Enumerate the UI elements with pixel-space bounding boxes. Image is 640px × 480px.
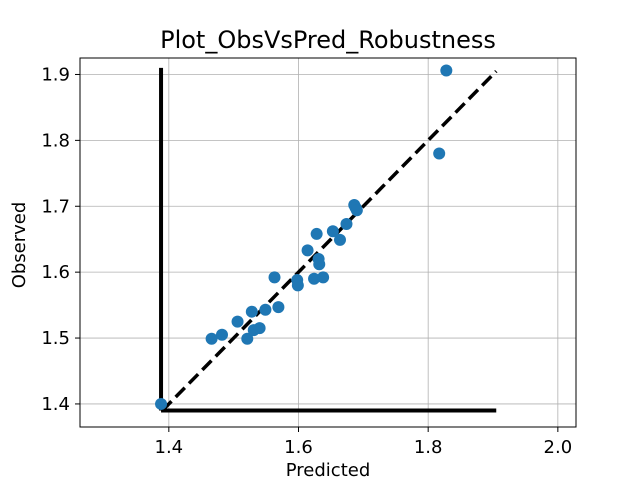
data-point [326, 225, 339, 238]
data-point [301, 244, 314, 257]
plot-frame [79, 57, 577, 428]
x-ticks: 1.4 1.6 1.8 2.0 [155, 427, 573, 458]
data-point [272, 301, 285, 314]
data-point [205, 332, 218, 345]
data-point [291, 279, 304, 292]
data-point [155, 397, 168, 410]
y-axis-title: Observed [9, 202, 30, 289]
data-point [259, 303, 272, 316]
data-point [333, 233, 346, 246]
y-ticks: 1.4 1.5 1.6 1.7 1.8 1.9 [41, 64, 80, 415]
data-point [241, 332, 254, 345]
data-point [308, 272, 321, 285]
data-point [245, 305, 258, 318]
data-point [440, 64, 453, 77]
data-points [155, 64, 453, 410]
x-tick-label: 1.8 [414, 437, 443, 458]
data-point [215, 328, 228, 341]
y-tick-label: 1.5 [41, 328, 70, 349]
y-tick-label: 1.7 [41, 196, 70, 217]
data-point [350, 204, 363, 217]
y-tick-label: 1.9 [41, 64, 70, 85]
x-tick-label: 2.0 [544, 437, 573, 458]
data-point [310, 227, 323, 240]
data-point [313, 258, 326, 271]
y-tick-label: 1.4 [41, 394, 70, 415]
threshold-lines [159, 67, 497, 413]
identity-line [161, 69, 498, 412]
data-point [317, 271, 330, 284]
y-tick-label: 1.6 [41, 262, 70, 283]
x-tick-label: 1.4 [155, 437, 184, 458]
data-point [433, 147, 446, 160]
data-point [253, 322, 266, 335]
x-tick-label: 1.6 [284, 437, 313, 458]
x-axis-title: Predicted [286, 460, 371, 480]
data-point [231, 315, 244, 328]
identity-dashed-line [161, 69, 498, 412]
data-point [268, 271, 281, 284]
y-tick-label: 1.8 [41, 130, 70, 151]
data-point [340, 218, 353, 231]
chart-title: Plot_ObsVsPred_Robustness [160, 26, 496, 54]
